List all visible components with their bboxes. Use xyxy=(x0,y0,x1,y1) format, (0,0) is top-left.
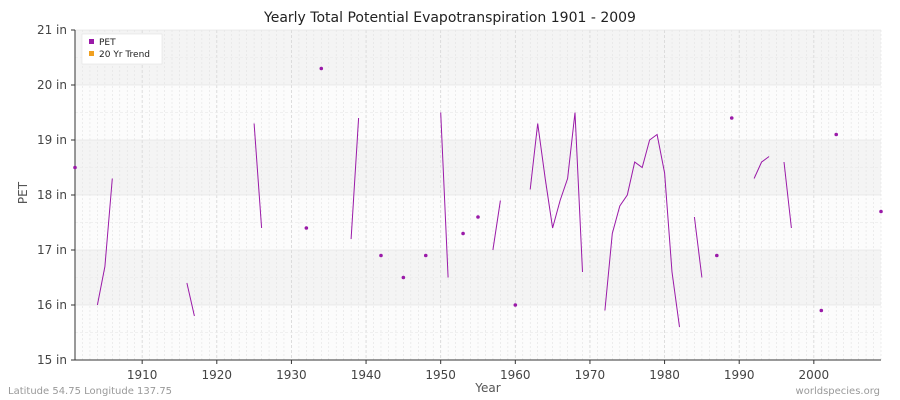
y-tick-label: 16 in xyxy=(37,298,67,312)
legend-box xyxy=(81,33,163,65)
legend-swatch-trend xyxy=(89,51,94,56)
grid xyxy=(74,29,882,361)
legend: PET 20 Yr Trend xyxy=(81,33,163,65)
pet-line-segment xyxy=(350,117,360,240)
footer-coordinates: Latitude 54.75 Longitude 137.75 xyxy=(8,386,172,397)
x-tick-label: 1910 xyxy=(127,368,158,382)
pet-point xyxy=(401,275,406,280)
chart-title: Yearly Total Potential Evapotranspiratio… xyxy=(263,10,636,26)
y-tick-label: 21 in xyxy=(37,23,67,37)
x-tick-label: 1970 xyxy=(575,368,606,382)
pet-line-segment xyxy=(253,123,263,229)
pet-line-segment xyxy=(693,216,703,278)
pet-point xyxy=(879,209,883,214)
pet-line-segment xyxy=(783,161,792,229)
pet-line-segment xyxy=(529,112,583,273)
pet-point xyxy=(304,226,309,230)
pet-point xyxy=(476,215,480,219)
pet-point xyxy=(73,165,77,170)
footer-source: worldspecies.org xyxy=(796,386,880,397)
y-tick-label: 20 in xyxy=(37,78,67,92)
pet-point xyxy=(423,253,428,258)
pet-point xyxy=(834,132,839,137)
legend-label-pet: PET xyxy=(99,38,116,48)
x-tick-label: 1980 xyxy=(649,368,680,382)
pet-line-segment xyxy=(186,282,195,317)
x-tick-label: 2000 xyxy=(799,368,830,382)
y-axis-label: PET xyxy=(16,181,30,204)
axes xyxy=(71,29,881,364)
pet-line-segment xyxy=(492,200,501,251)
pet-point xyxy=(513,303,518,307)
data-marks xyxy=(73,66,883,328)
pet-line-segment xyxy=(753,156,770,179)
y-tick-label: 19 in xyxy=(37,133,67,147)
pet-line-segment xyxy=(440,112,449,278)
legend-swatch-pet xyxy=(89,39,94,44)
y-tick-label: 18 in xyxy=(37,188,67,202)
x-tick-label: 1940 xyxy=(351,368,382,382)
legend-label-trend: 20 Yr Trend xyxy=(99,50,150,60)
pet-point xyxy=(819,308,824,313)
x-tick-label: 1950 xyxy=(425,368,456,382)
pet-line-segment xyxy=(604,133,680,328)
tick-labels: 1910 1920 1930 1940 1950 1960 1970 1980 1990 2000… xyxy=(37,23,829,382)
x-tick-label: 1960 xyxy=(500,368,531,382)
y-tick-label: 17 in xyxy=(37,243,67,257)
pet-line-segment xyxy=(96,178,113,306)
x-tick-label: 1990 xyxy=(724,368,755,382)
x-tick-label: 1920 xyxy=(202,368,233,382)
pet-point xyxy=(319,66,324,71)
y-tick-label: 15 in xyxy=(37,353,67,367)
x-tick-label: 1930 xyxy=(276,368,307,382)
pet-point xyxy=(729,116,734,120)
x-axis-label: Year xyxy=(474,381,500,395)
pet-point xyxy=(379,253,383,258)
pet-point xyxy=(461,231,465,236)
pet-point xyxy=(715,253,719,258)
